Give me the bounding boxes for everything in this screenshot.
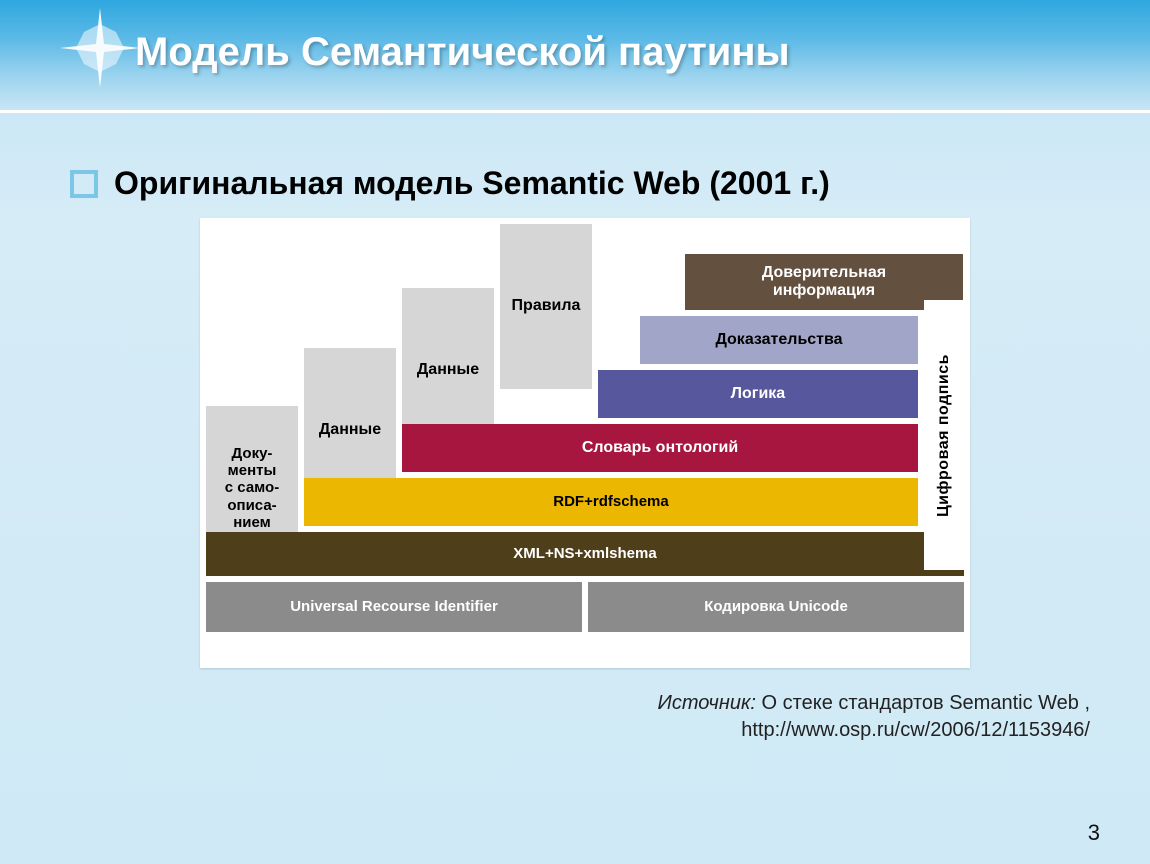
side-label-signature: Цифровая подпись — [924, 300, 964, 570]
sparkle-icon — [60, 8, 140, 88]
bullet-text: Оригинальная модель Semantic Web (2001 г… — [114, 165, 830, 202]
caption-prefix: Источник: — [658, 692, 756, 714]
block-trust: Доверительнаяинформация — [685, 254, 963, 310]
bullet-row: Оригинальная модель Semantic Web (2001 г… — [70, 165, 830, 202]
caption: Источник: О стеке стандартов Semantic We… — [658, 690, 1090, 744]
block-proof: Доказательства — [640, 316, 918, 364]
block-logic: Логика — [598, 370, 918, 418]
block-rdf: RDF+rdfschema — [304, 478, 918, 526]
semantic-web-stack-diagram: Доку-ментыс само-описа-ниемДанныеДанныеП… — [200, 218, 970, 668]
block-ontology: Словарь онтологий — [402, 424, 918, 472]
block-rules: Правила — [500, 224, 592, 389]
page-number: 3 — [1088, 820, 1100, 846]
diagram-container: Доку-ментыс само-описа-ниемДанныеДанныеП… — [200, 218, 970, 668]
block-uri: Universal Recourse Identifier — [206, 582, 582, 632]
caption-url: http://www.osp.ru/cw/2006/12/1153946/ — [741, 719, 1090, 741]
bullet-icon — [70, 170, 98, 198]
block-xml: XML+NS+xmlshema — [206, 532, 964, 576]
block-unicode: Кодировка Unicode — [588, 582, 964, 632]
slide-title: Модель Семантической паутины — [135, 30, 790, 75]
caption-text: О стеке стандартов Semantic Web , — [762, 692, 1090, 714]
title-bar: Модель Семантической паутины — [0, 0, 1150, 113]
